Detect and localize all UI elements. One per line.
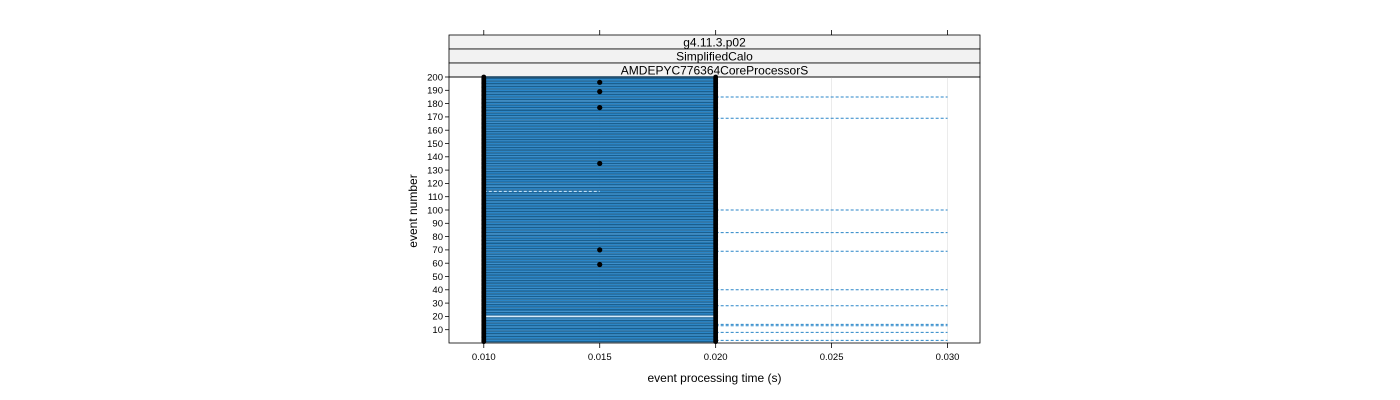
y-axis: 10 20 30 40 50 60 70 80 90 100 110 120 130 140 150 160 1… (427, 72, 449, 336)
x-tick-label: 0.010 (472, 352, 496, 363)
y-tick-label: 90 (432, 219, 443, 230)
y-tick-label: 30 (432, 298, 443, 309)
y-tick-label: 60 (432, 259, 443, 270)
x-axis-title: event processing time (s) (647, 371, 781, 385)
strip-label-1: g4.11.3.p02 (683, 36, 746, 50)
x-tick-label: 0.025 (820, 352, 844, 363)
strip-label-2: SimplifiedCalo (676, 50, 753, 64)
x-tick-label: 0.030 (936, 352, 960, 363)
mid-point (597, 261, 603, 268)
mid-point (597, 247, 603, 253)
x-axis: 0.010 0.015 0.020 0.025 0.030 (472, 30, 960, 363)
mid-point (597, 104, 603, 111)
y-tick-label: 120 (427, 179, 443, 190)
mid-point (597, 79, 603, 85)
y-tick-label: 40 (432, 285, 443, 296)
segment-layer (483, 76, 948, 343)
point-layer (481, 74, 719, 345)
y-tick-label: 200 (427, 72, 443, 83)
y-tick-label: 140 (427, 152, 443, 163)
y-tick-label: 150 (427, 139, 443, 150)
y-tick-label: 80 (432, 232, 443, 243)
y-tick-label: 110 (428, 192, 443, 203)
y-tick-label: 170 (427, 112, 443, 123)
mid-point (597, 89, 603, 95)
y-tick-label: 70 (432, 245, 443, 256)
y-tick-label: 20 (432, 312, 443, 323)
y-axis-title: event number (406, 174, 420, 247)
x-tick-label: 0.020 (704, 352, 728, 363)
strip-group: g4.11.3.p02 SimplifiedCalo AMDEPYC776364… (448, 34, 981, 78)
y-tick-label: 100 (427, 205, 443, 216)
y-tick-label: 160 (427, 126, 443, 137)
y-tick-label: 180 (427, 99, 443, 110)
y-tick-label: 50 (432, 272, 443, 283)
strip-label-3: AMDEPYC776364CoreProcessorS (621, 64, 808, 78)
y-tick-label: 130 (427, 165, 443, 176)
mid-point (597, 160, 603, 167)
x-tick-label: 0.015 (588, 352, 612, 363)
y-tick-label: 10 (432, 325, 443, 336)
y-tick-label: 190 (427, 86, 443, 97)
